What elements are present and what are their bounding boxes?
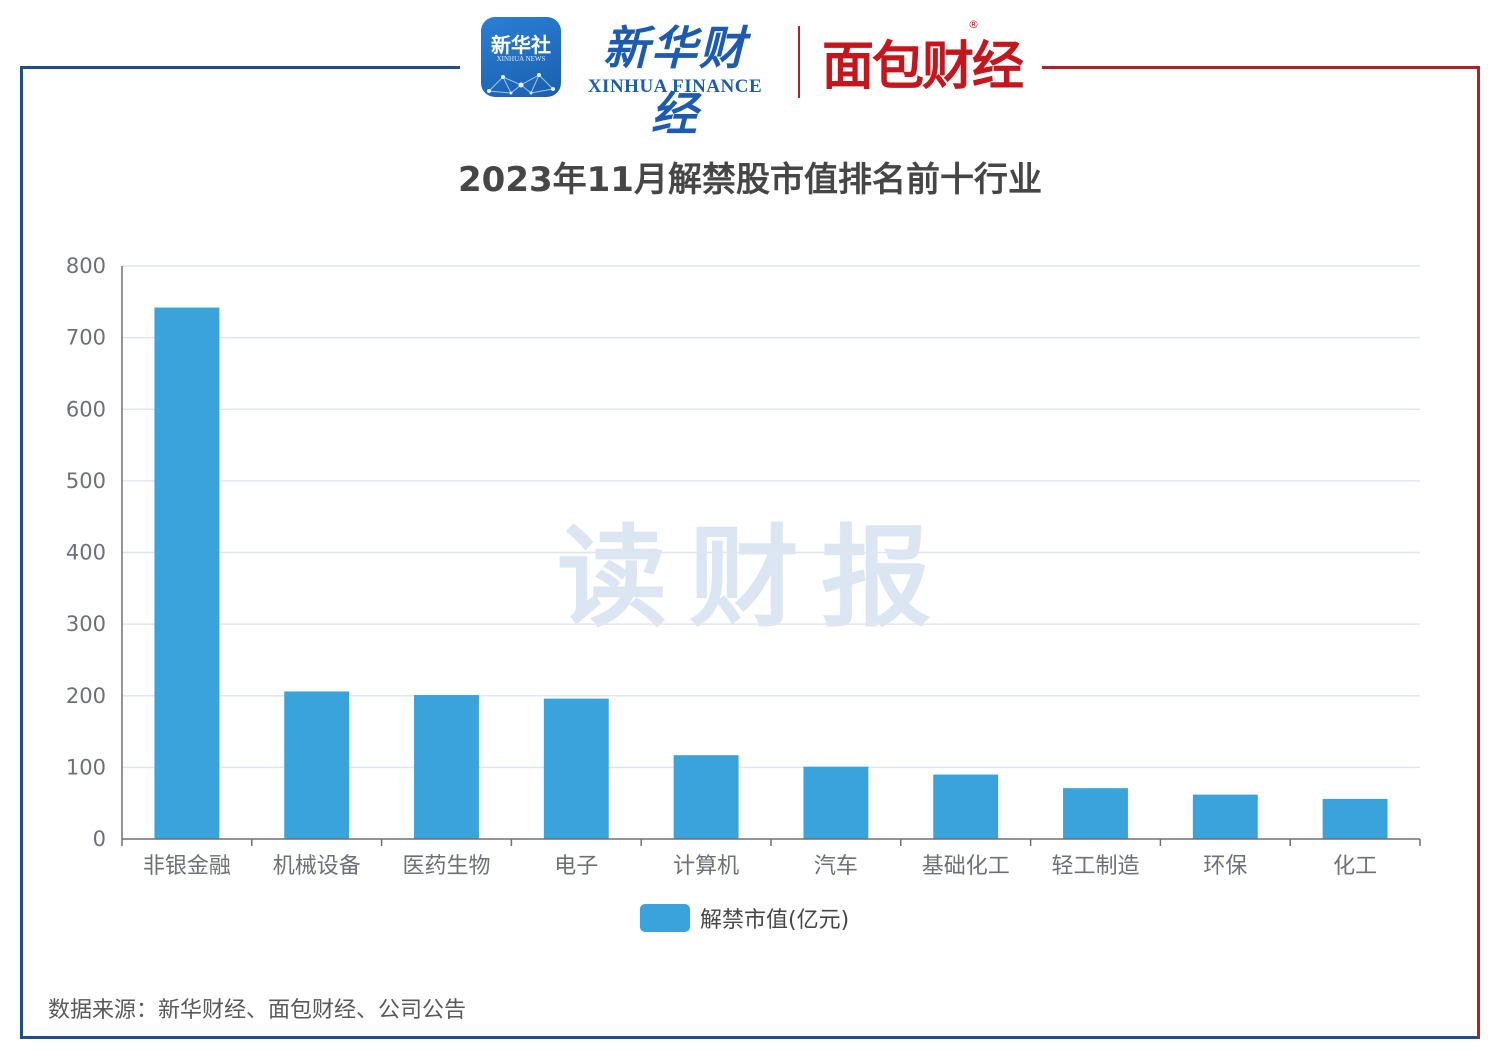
frame-border-right: [1477, 66, 1480, 1038]
bar[interactable]: [1192, 794, 1258, 839]
legend-swatch: [640, 904, 690, 932]
bar[interactable]: [673, 755, 739, 839]
x-category-label: 轻工制造: [1051, 854, 1139, 879]
y-tick-label: 700: [66, 326, 106, 350]
frame-line-right: [1042, 66, 1480, 69]
legend-label: 解禁市值(亿元): [700, 908, 850, 933]
y-tick-label: 500: [66, 469, 106, 493]
x-category-label: 化工: [1333, 854, 1377, 879]
x-category-label: 电子: [554, 854, 598, 879]
xinhua-badge-text: 新华社: [491, 33, 551, 57]
bar[interactable]: [154, 307, 220, 840]
x-category-label: 机械设备: [273, 854, 361, 879]
y-tick-label: 0: [93, 827, 106, 851]
x-category-label: 环保: [1203, 854, 1247, 879]
y-tick-label: 300: [66, 612, 106, 636]
frame-line-left: [20, 66, 460, 69]
watermark: 读财报: [557, 514, 953, 642]
bar[interactable]: [414, 695, 479, 839]
bar[interactable]: [933, 774, 999, 839]
x-axis-labels: 非银金融 机械设备 医药生物 电子 计算机 汽车 基础化工 轻工制造 环保 化工: [143, 854, 1377, 879]
x-category-label: 医药生物: [402, 854, 490, 879]
frame-border-bottom: [20, 1036, 1480, 1039]
xinhua-news-logo: 新华社 XINHUA NEWS: [481, 17, 561, 97]
bar[interactable]: [543, 698, 609, 839]
bar[interactable]: [1322, 798, 1388, 839]
xinhua-finance-logo-cn: 新华财经: [603, 21, 747, 141]
x-category-label: 基础化工: [922, 854, 1010, 879]
x-category-label: 非银金融: [143, 854, 231, 879]
y-tick-label: 100: [66, 755, 106, 779]
y-axis-ticks: 0 100 200 300 400 500 600 700 800: [66, 254, 106, 851]
source-note: 数据来源：新华财经、面包财经、公司公告: [48, 998, 467, 1023]
x-category-label: 汽车: [814, 854, 858, 879]
frame-border-left: [20, 66, 23, 1038]
y-tick-label: 600: [66, 397, 106, 421]
logo-divider: [798, 26, 800, 98]
y-tick-label: 800: [66, 254, 106, 278]
xinhua-badge-subtext: XINHUA NEWS: [496, 55, 546, 63]
x-category-label: 计算机: [673, 854, 739, 879]
bars: [154, 307, 1388, 840]
y-tick-label: 400: [66, 541, 106, 565]
bar[interactable]: [1063, 788, 1128, 839]
network-icon: [487, 73, 555, 95]
bar[interactable]: [284, 691, 350, 839]
xinhua-finance-logo-en: XINHUA FINANCE: [587, 76, 763, 97]
registered-mark: ®: [968, 18, 979, 31]
legend[interactable]: 解禁市值(亿元): [640, 903, 849, 933]
chart-title: 2023年11月解禁股市值排名前十行业: [458, 160, 1042, 200]
y-tick-label: 200: [66, 684, 106, 708]
mianbao-finance-logo: 面包财经: [822, 37, 1024, 97]
axes: [121, 266, 1421, 846]
bar[interactable]: [803, 766, 869, 839]
